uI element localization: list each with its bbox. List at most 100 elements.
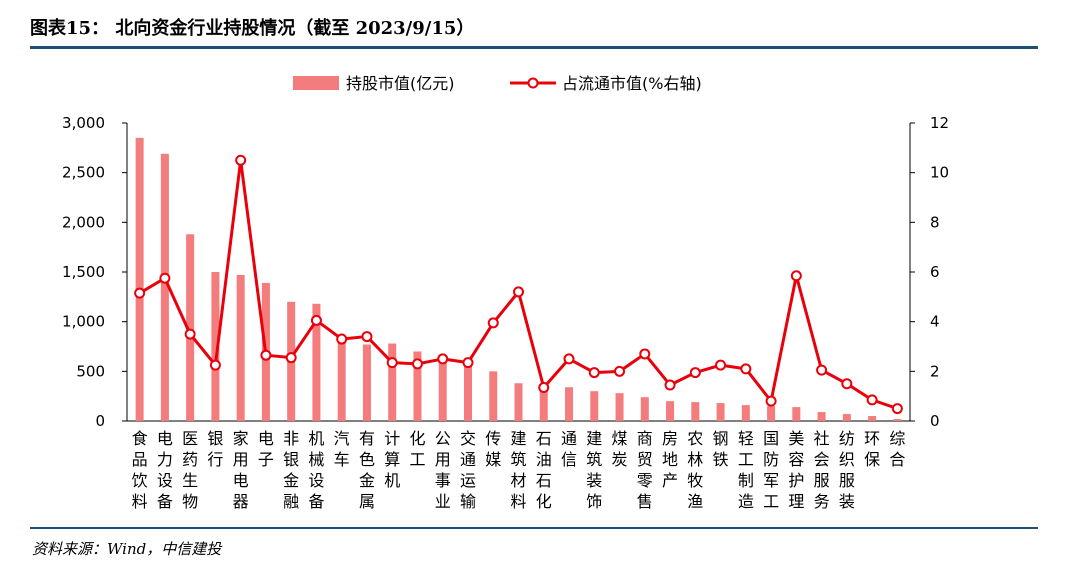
- line-point: [891, 403, 903, 415]
- line-point: [462, 357, 474, 369]
- line-point: [209, 359, 221, 371]
- category-label: 化工: [409, 429, 425, 469]
- line-point: [361, 331, 373, 343]
- bar: [463, 361, 472, 421]
- line-point: [664, 379, 676, 391]
- source-note: 资料来源：Wind，中信建投: [32, 540, 222, 558]
- legend-bar-swatch: [293, 76, 339, 90]
- bar: [565, 387, 574, 421]
- category-label: 非银金融: [283, 429, 299, 511]
- category-label: 银行: [207, 429, 223, 469]
- line-point: [639, 348, 651, 360]
- line-series: [134, 154, 903, 415]
- right-tick-label: 4: [930, 313, 940, 331]
- line-point: [841, 378, 853, 390]
- category-label: 综合: [889, 429, 905, 469]
- line-point: [134, 287, 146, 299]
- category-label: 轻工制造: [738, 429, 754, 511]
- line-point: [563, 353, 575, 365]
- legend-bar-label: 持股市值(亿元): [346, 74, 455, 93]
- bar: [868, 416, 877, 421]
- left-tick-label: 2,000: [62, 213, 105, 231]
- bar: [666, 401, 675, 421]
- bar: [842, 414, 851, 421]
- legend-line-label: 占流通市值(%右轴): [562, 74, 702, 93]
- line-point: [487, 317, 499, 329]
- right-tick-label: 12: [930, 114, 949, 132]
- line-point: [765, 395, 777, 407]
- category-label: 食品饮料: [132, 429, 148, 511]
- line-point: [816, 364, 828, 376]
- bar: [741, 405, 750, 421]
- line-point: [437, 353, 449, 365]
- bar: [640, 397, 649, 421]
- category-label: 商贸零售: [637, 429, 653, 511]
- line-point: [740, 363, 752, 375]
- category-label: 石油石化: [536, 429, 552, 511]
- category-label: 国防军工: [763, 429, 779, 511]
- line-point: [538, 381, 550, 393]
- line-point: [336, 333, 348, 345]
- line-point: [310, 314, 322, 326]
- bar: [615, 393, 624, 421]
- axes: 0 500 1,000 1,500 2,000 2,500 3,000 0 2 4 6 8 10 12: [62, 114, 949, 430]
- category-label: 电力设备: [157, 429, 173, 511]
- right-tick-label: 6: [930, 263, 940, 281]
- category-label: 农林牧渔: [687, 429, 703, 511]
- source-rule: [30, 527, 1038, 529]
- bar: [186, 234, 195, 421]
- category-label: 家用电器: [233, 429, 249, 511]
- bar: [438, 357, 447, 421]
- left-tick-label: 500: [76, 362, 105, 380]
- right-tick-label: 2: [930, 362, 940, 380]
- line-point: [386, 357, 398, 369]
- line-point: [235, 154, 247, 166]
- category-label: 房地产: [662, 429, 678, 490]
- left-tick-label: 1,500: [62, 263, 105, 281]
- left-tick-label: 2,500: [62, 164, 105, 182]
- category-label: 建筑装饰: [586, 429, 602, 511]
- right-tick-label: 10: [930, 164, 949, 182]
- line-path: [138, 158, 898, 411]
- bar: [893, 419, 902, 421]
- legend-line-marker: [527, 77, 539, 89]
- category-label: 有色金属: [359, 429, 375, 511]
- category-label: 建筑材料: [510, 429, 526, 511]
- line-point: [715, 359, 727, 371]
- category-label: 汽车: [334, 429, 350, 469]
- bar: [160, 153, 169, 421]
- line-point: [513, 286, 524, 298]
- bar: [792, 407, 801, 421]
- bar: [312, 303, 321, 421]
- bar: [337, 336, 346, 421]
- line-point: [184, 328, 196, 340]
- line-point: [588, 367, 600, 379]
- right-tick-label: 8: [930, 213, 940, 231]
- bar: [539, 386, 548, 421]
- bar: [691, 402, 700, 421]
- bar: [590, 391, 599, 421]
- line-point: [614, 365, 626, 377]
- category-labels: 食品饮料电力设备医药生物银行家用电器电子非银金融机械设备汽车有色金属计算机化工公…: [132, 429, 906, 511]
- bar: [211, 272, 220, 421]
- left-tick-label: 0: [95, 412, 105, 430]
- legend: 持股市值(亿元) 占流通市值(%右轴): [293, 74, 702, 93]
- category-label: 煤炭: [612, 429, 628, 469]
- title-rule: [30, 46, 1038, 49]
- bar: [817, 412, 826, 421]
- line-point: [790, 270, 802, 282]
- bar: [767, 406, 776, 421]
- line-point: [285, 352, 297, 364]
- bar: [716, 403, 725, 421]
- category-label: 医药生物: [182, 429, 198, 511]
- category-label: 社会服务: [814, 429, 830, 511]
- left-tick-label: 3,000: [62, 114, 105, 132]
- category-label: 电子: [258, 429, 274, 469]
- category-label: 传媒: [485, 429, 501, 469]
- line-point: [689, 367, 701, 379]
- bar: [489, 371, 498, 421]
- bar: [362, 344, 371, 421]
- category-label: 机械设备: [308, 429, 324, 511]
- category-label: 美容护理: [788, 429, 804, 511]
